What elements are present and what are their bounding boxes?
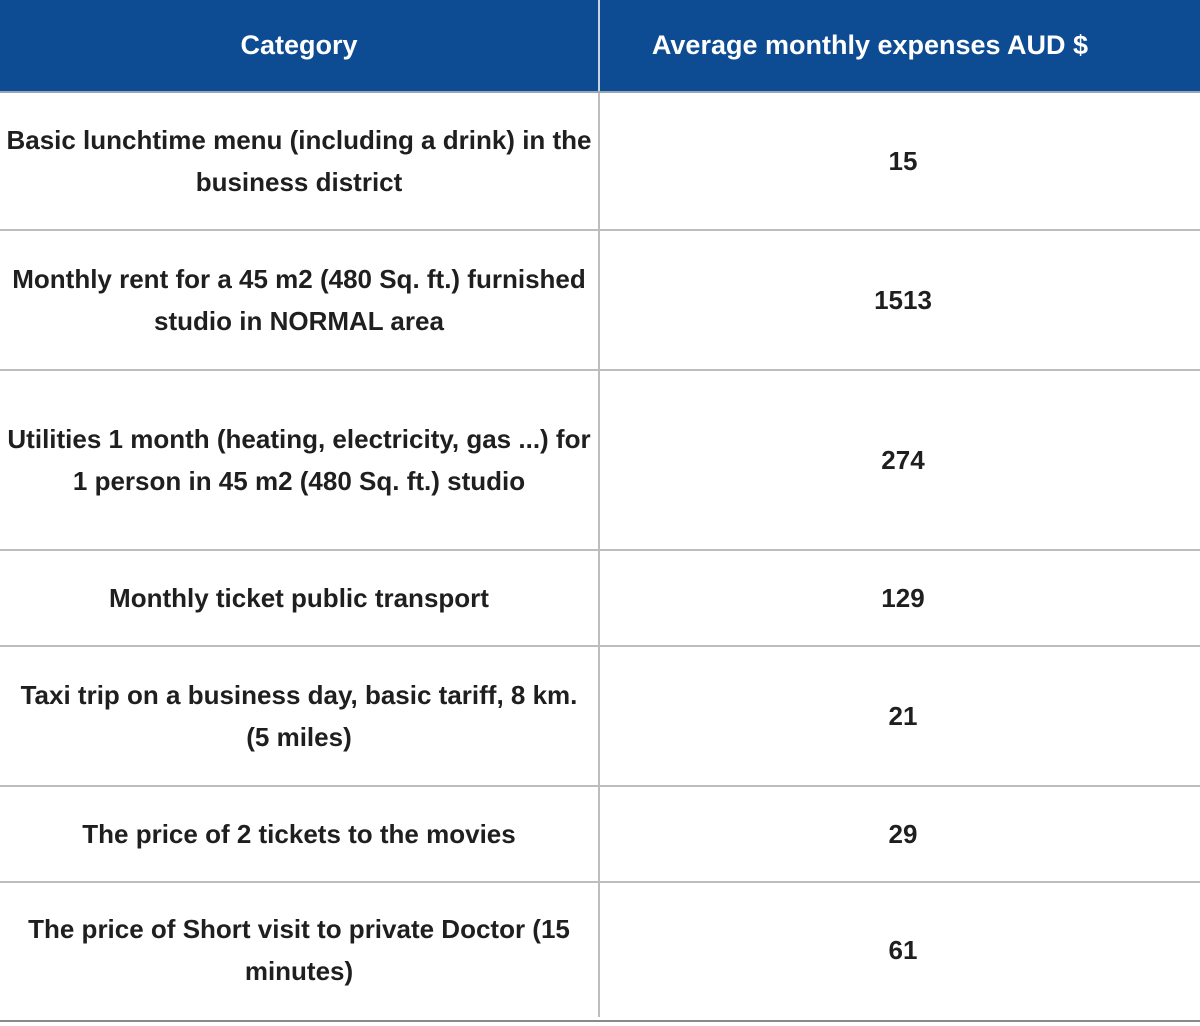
table-row: Monthly ticket public transport 129: [0, 550, 1200, 647]
category-text: Basic lunchtime menu (including a drink)…: [6, 125, 592, 197]
category-cell: The price of Short visit to private Doct…: [0, 882, 600, 1017]
table-row: Monthly rent for a 45 m2 (480 Sq. ft.) f…: [0, 230, 1200, 371]
value-cell: 1513: [599, 230, 1200, 371]
category-cell: Monthly ticket public transport: [0, 550, 600, 647]
table-row: The price of 2 tickets to the movies 29: [0, 786, 1200, 883]
value-cell: 29: [599, 786, 1200, 883]
table-header: Category Average monthly expenses AUD $: [0, 0, 1200, 93]
table-body: Basic lunchtime menu (including a drink)…: [0, 92, 1200, 1017]
category-text: Monthly rent for a 45 m2 (480 Sq. ft.) f…: [12, 264, 586, 336]
table-row: Taxi trip on a business day, basic tarif…: [0, 646, 1200, 787]
category-cell: Monthly rent for a 45 m2 (480 Sq. ft.) f…: [0, 230, 600, 371]
table-row: Basic lunchtime menu (including a drink)…: [0, 92, 1200, 231]
value-cell: 15: [599, 92, 1200, 231]
category-text: Taxi trip on a business day, basic tarif…: [20, 680, 578, 752]
value-cell: 274: [599, 370, 1200, 551]
column-header-average-monthly-expenses: Average monthly expenses AUD $: [599, 0, 1200, 93]
value-cell: 61: [888, 935, 918, 965]
category-cell: Basic lunchtime menu (including a drink)…: [0, 92, 600, 231]
value-cell: 21: [599, 646, 1200, 787]
column-header-category: Category: [0, 0, 600, 93]
category-cell: Taxi trip on a business day, basic tarif…: [0, 646, 600, 787]
category-cell: The price of 2 tickets to the movies: [0, 786, 600, 883]
header-row: Category Average monthly expenses AUD $: [0, 0, 1200, 93]
table-row: The price of Short visit to private Doct…: [0, 882, 1200, 1017]
category-cell: Utilities 1 month (heating, electricity,…: [0, 370, 600, 551]
category-text: Monthly ticket public transport: [109, 583, 489, 613]
value-cell: 129: [599, 550, 1200, 647]
category-text: The price of Short visit to private Doct…: [28, 914, 570, 986]
category-text: The price of 2 tickets to the movies: [82, 819, 516, 849]
table-row: Utilities 1 month (heating, electricity,…: [0, 370, 1200, 551]
category-text: Utilities 1 month (heating, electricity,…: [7, 424, 591, 496]
